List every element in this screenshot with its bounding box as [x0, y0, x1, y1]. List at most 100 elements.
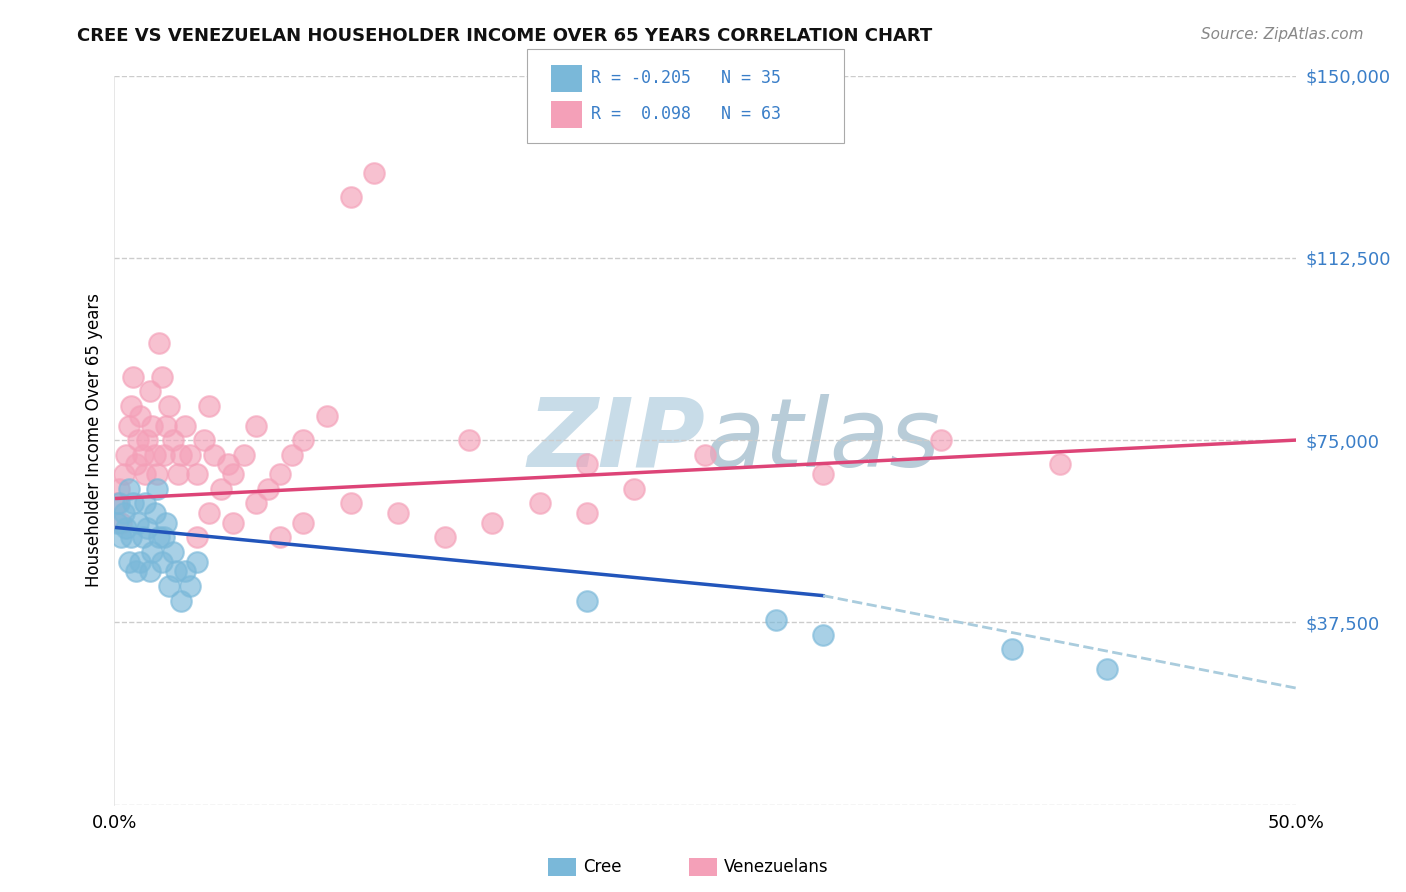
Point	[198, 399, 221, 413]
Point	[148, 335, 170, 350]
Text: atlas: atlas	[704, 393, 941, 487]
Point	[193, 433, 215, 447]
Point	[1001, 642, 1024, 657]
Point	[108, 496, 131, 510]
Point	[153, 448, 176, 462]
Point	[575, 506, 598, 520]
Point	[141, 545, 163, 559]
Point	[481, 516, 503, 530]
Point	[280, 448, 302, 462]
Point	[136, 520, 159, 534]
Point	[269, 467, 291, 482]
Point	[257, 482, 280, 496]
Point	[105, 516, 128, 530]
Point	[162, 433, 184, 447]
Point	[169, 593, 191, 607]
Point	[157, 399, 180, 413]
Point	[339, 496, 361, 510]
Point	[765, 613, 787, 627]
Point	[136, 433, 159, 447]
Point	[209, 482, 232, 496]
Point	[110, 530, 132, 544]
Point	[162, 545, 184, 559]
Point	[1095, 662, 1118, 676]
Point	[122, 496, 145, 510]
Point	[245, 418, 267, 433]
Point	[134, 496, 156, 510]
Point	[529, 496, 551, 510]
Point	[132, 448, 155, 462]
Point	[269, 530, 291, 544]
Point	[245, 496, 267, 510]
Point	[186, 555, 208, 569]
Point	[120, 530, 142, 544]
Point	[179, 448, 201, 462]
Point	[174, 418, 197, 433]
Y-axis label: Householder Income Over 65 years: Householder Income Over 65 years	[86, 293, 103, 587]
Point	[132, 530, 155, 544]
Point	[434, 530, 457, 544]
Text: Cree: Cree	[583, 858, 621, 876]
Point	[174, 565, 197, 579]
Point	[112, 506, 135, 520]
Point	[198, 506, 221, 520]
Point	[202, 448, 225, 462]
Point	[169, 448, 191, 462]
Point	[117, 482, 139, 496]
Text: R = -0.205   N = 35: R = -0.205 N = 35	[591, 70, 780, 87]
Point	[129, 409, 152, 423]
Point	[134, 467, 156, 482]
Point	[143, 448, 166, 462]
Point	[339, 190, 361, 204]
Point	[623, 482, 645, 496]
Point	[108, 482, 131, 496]
Point	[693, 448, 716, 462]
Point	[167, 467, 190, 482]
Point	[316, 409, 339, 423]
Point	[127, 516, 149, 530]
Point	[115, 448, 138, 462]
Point	[575, 593, 598, 607]
Point	[148, 530, 170, 544]
Point	[157, 579, 180, 593]
Point	[931, 433, 953, 447]
Point	[141, 418, 163, 433]
Point	[122, 370, 145, 384]
Point	[363, 166, 385, 180]
Point	[139, 384, 162, 399]
Point	[165, 565, 187, 579]
Point	[221, 467, 243, 482]
Point	[143, 506, 166, 520]
Point	[179, 579, 201, 593]
Point	[457, 433, 479, 447]
Point	[146, 482, 169, 496]
Point	[150, 370, 173, 384]
Point	[139, 565, 162, 579]
Point	[186, 530, 208, 544]
Point	[153, 530, 176, 544]
Text: Venezuelans: Venezuelans	[724, 858, 828, 876]
Point	[127, 433, 149, 447]
Point	[186, 467, 208, 482]
Point	[221, 516, 243, 530]
Point	[155, 516, 177, 530]
Point	[217, 458, 239, 472]
Point	[813, 467, 835, 482]
Text: Source: ZipAtlas.com: Source: ZipAtlas.com	[1201, 27, 1364, 42]
Point	[124, 458, 146, 472]
Point	[120, 399, 142, 413]
Point	[105, 496, 128, 510]
Point	[1049, 458, 1071, 472]
Point	[115, 520, 138, 534]
Point	[155, 418, 177, 433]
Point	[813, 627, 835, 641]
Point	[387, 506, 409, 520]
Point	[150, 555, 173, 569]
Point	[146, 467, 169, 482]
Point	[110, 516, 132, 530]
Text: CREE VS VENEZUELAN HOUSEHOLDER INCOME OVER 65 YEARS CORRELATION CHART: CREE VS VENEZUELAN HOUSEHOLDER INCOME OV…	[77, 27, 932, 45]
Point	[124, 565, 146, 579]
Point	[117, 418, 139, 433]
Point	[129, 555, 152, 569]
Point	[112, 467, 135, 482]
